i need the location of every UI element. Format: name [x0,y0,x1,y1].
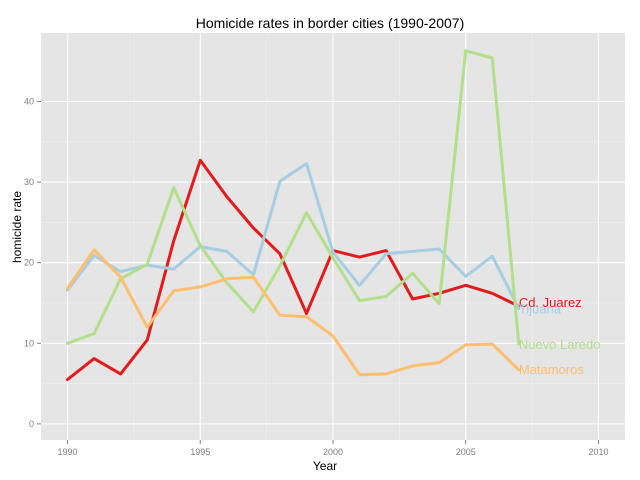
y-axis-title: homicide rate [10,191,24,263]
x-tick-label: 2000 [323,447,343,457]
x-tick-label: 1995 [190,447,210,457]
y-tick-label: 20 [24,258,34,268]
series-line-nuevo-laredo [66,49,521,346]
y-tick-label: 10 [24,338,34,348]
series-label-nuevo-laredo: Nuevo Laredo [519,337,601,352]
y-tick-label: 30 [24,177,34,187]
series-label-tijuana: Tijuana [519,302,562,317]
y-axis-ticks: 0 10 20 30 40 [24,97,41,429]
series-layer [66,49,521,382]
x-tick-label: 2010 [588,447,608,457]
x-axis-title: Year [313,459,337,473]
series-label-cd-juarez: Cd. Juarez [519,295,582,310]
chart-title: Homicide rates in border cities (1990-20… [196,15,464,31]
series-line-cd-juarez [66,158,521,382]
y-tick-label: 40 [24,97,34,107]
series-line-matamoros [66,248,521,377]
x-tick-label: 2005 [456,447,476,457]
series-label-matamoros: Matamoros [519,362,585,377]
x-tick-label: 1990 [58,447,78,457]
y-tick-label: 0 [29,419,34,429]
major-gridlines [41,33,625,440]
x-axis-ticks: 1990 1995 2000 2005 2010 [58,440,608,457]
